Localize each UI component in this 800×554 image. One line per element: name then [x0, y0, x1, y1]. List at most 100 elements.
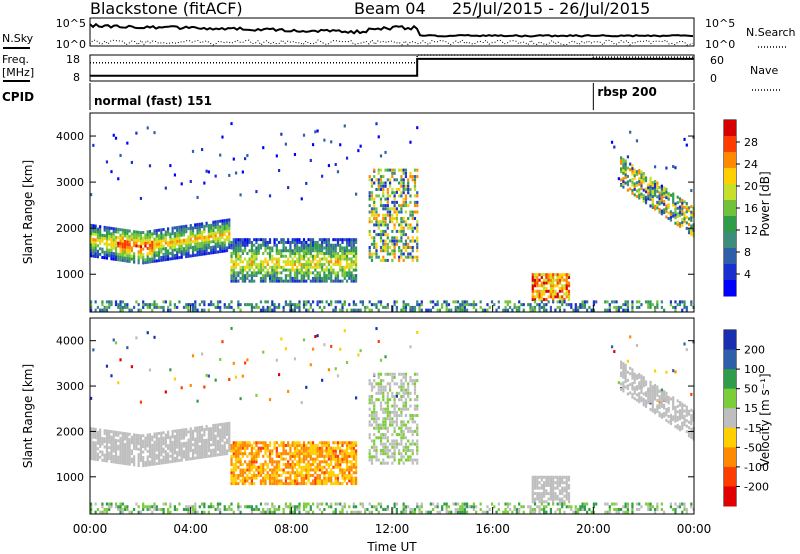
- velocity-cell: [266, 507, 269, 511]
- velocity-cell: [239, 479, 242, 483]
- power-cell: [171, 237, 174, 241]
- power-cell: [348, 243, 351, 247]
- velocity-cell: [341, 471, 344, 475]
- velocity-cell: [391, 379, 394, 383]
- power-cell: [139, 196, 143, 200]
- power-cell: [182, 230, 186, 234]
- velocity-cell: [343, 452, 346, 456]
- power-cell: [246, 265, 249, 269]
- power-cell: [282, 243, 285, 247]
- velocity-cell: [325, 452, 328, 456]
- velocity-cell: [411, 448, 414, 452]
- power-cell: [223, 241, 226, 245]
- power-cell: [133, 232, 136, 236]
- power-cell: [298, 251, 301, 255]
- velocity-cell: [377, 510, 380, 514]
- power-cell: [384, 216, 387, 220]
- velocity-cell: [554, 475, 557, 479]
- velocity-cell: [237, 473, 240, 477]
- power-cell: [90, 193, 93, 197]
- velocity-cell: [216, 507, 220, 511]
- power-cell: [379, 204, 383, 208]
- velocity-cell: [144, 442, 147, 446]
- power-cell: [558, 298, 562, 302]
- velocity-cell: [497, 507, 500, 511]
- power-cell: [409, 223, 412, 227]
- power-cell: [296, 268, 299, 272]
- velocity-cell: [105, 451, 109, 455]
- power-cell: [173, 240, 177, 244]
- velocity-cell: [379, 407, 383, 411]
- velocity-cell: [160, 431, 163, 435]
- power-cell: [543, 273, 546, 277]
- velocity-cell: [370, 423, 374, 427]
- power-cell: [314, 130, 317, 134]
- velocity-cell: [391, 452, 394, 456]
- power-cell: [128, 237, 131, 241]
- velocity-cell: [223, 444, 226, 448]
- power-cell: [393, 223, 396, 227]
- velocity-cell: [180, 455, 183, 459]
- power-cell: [653, 207, 657, 211]
- velocity-cell: [232, 446, 235, 450]
- power-cell: [649, 305, 652, 309]
- power-cell: [293, 271, 297, 275]
- power-cell: [214, 248, 217, 252]
- velocity-cell: [391, 455, 394, 459]
- velocity-cell: [309, 446, 312, 450]
- velocity-cell: [219, 436, 222, 440]
- power-cell: [253, 260, 256, 264]
- power-cell: [178, 242, 181, 246]
- velocity-cell: [234, 473, 238, 477]
- power-cell: [416, 194, 419, 198]
- velocity-cell: [207, 374, 210, 378]
- velocity-cell: [321, 479, 324, 483]
- power-cell: [302, 305, 306, 309]
- velocity-cell: [561, 478, 564, 482]
- velocity-cell: [187, 441, 190, 445]
- power-cell: [296, 265, 299, 269]
- velocity-cell: [332, 452, 335, 456]
- velocity-cell: [370, 414, 374, 418]
- velocity-cell: [135, 502, 138, 506]
- power-cell: [341, 249, 344, 253]
- velocity-cell: [556, 475, 559, 479]
- power-cell: [176, 237, 179, 241]
- power-cell: [255, 251, 258, 255]
- power-cell: [393, 303, 396, 307]
- velocity-cell: [323, 471, 326, 475]
- velocity-cell: [171, 449, 174, 453]
- velocity-cell: [223, 436, 226, 440]
- velocity-cell: [336, 476, 340, 480]
- velocity-cell: [441, 507, 444, 511]
- velocity-cell: [266, 465, 269, 469]
- power-cell: [382, 187, 385, 191]
- power-cell: [114, 235, 118, 239]
- velocity-cell: [273, 507, 276, 511]
- power-cell: [126, 245, 129, 249]
- power-cell: [325, 251, 328, 255]
- power-cell: [314, 240, 317, 244]
- velocity-cell: [386, 448, 389, 452]
- power-cell: [629, 162, 632, 166]
- velocity-cell: [407, 445, 410, 449]
- power-cell: [228, 226, 231, 230]
- power-cell: [685, 143, 688, 147]
- power-cell: [153, 251, 156, 255]
- power-cell: [167, 241, 170, 245]
- power-cell: [255, 257, 258, 261]
- colorbar-swatch: [724, 264, 736, 281]
- velocity-cell: [237, 476, 240, 480]
- power-cell: [162, 300, 165, 304]
- power-cell: [330, 246, 333, 250]
- power-cell: [153, 229, 156, 233]
- velocity-cell: [334, 441, 337, 445]
- power-cell: [271, 300, 274, 304]
- power-cell: [379, 236, 383, 240]
- velocity-cell: [137, 461, 140, 465]
- power-cell: [108, 229, 111, 233]
- power-cell: [180, 247, 183, 251]
- velocity-cell: [461, 510, 464, 514]
- velocity-cell: [393, 382, 396, 386]
- power-cell: [407, 191, 410, 195]
